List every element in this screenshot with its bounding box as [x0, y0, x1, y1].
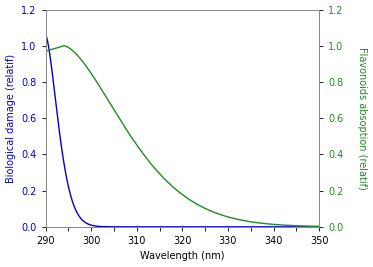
X-axis label: Wavelength (nm): Wavelength (nm) [140, 252, 225, 261]
Y-axis label: Biological damage (relatif): Biological damage (relatif) [6, 54, 16, 183]
Y-axis label: Flavonoids absoption (relatif): Flavonoids absoption (relatif) [357, 47, 367, 190]
